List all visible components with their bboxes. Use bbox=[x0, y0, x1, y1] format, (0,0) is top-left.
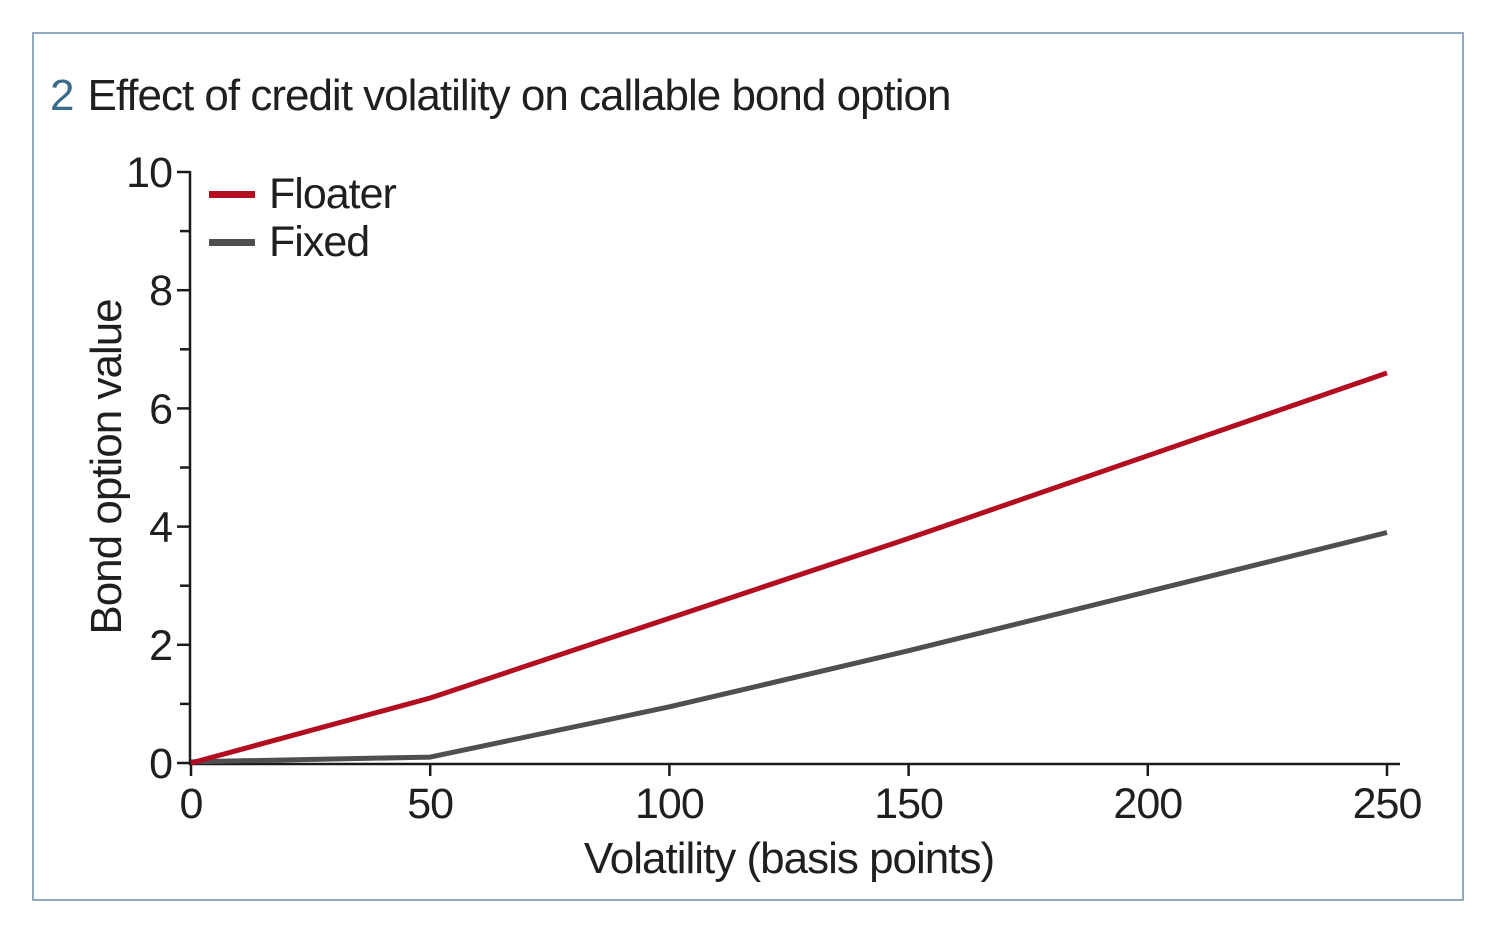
series-line-floater bbox=[190, 370, 1388, 766]
series-line-fixed bbox=[190, 530, 1388, 765]
y-tick-label: 2 bbox=[149, 622, 172, 670]
y-tick-label: 4 bbox=[149, 504, 172, 552]
x-tick-label: 50 bbox=[407, 780, 453, 828]
y-tick-label: 8 bbox=[149, 267, 172, 315]
y-tick-label: 6 bbox=[149, 385, 172, 433]
legend-item-floater: Floater bbox=[209, 170, 397, 218]
legend-swatch-floater bbox=[209, 190, 255, 198]
x-axis-title: Volatility (basis points) bbox=[584, 834, 994, 883]
legend-item-fixed: Fixed bbox=[209, 218, 396, 266]
legend: Floater Fixed bbox=[209, 170, 397, 266]
x-tick-label: 250 bbox=[1353, 780, 1422, 828]
x-tick-label: 0 bbox=[180, 780, 203, 828]
figure-number: 2 bbox=[50, 71, 75, 120]
y-axis-title: Bond option value bbox=[82, 299, 131, 634]
x-tick-label: 200 bbox=[1113, 780, 1182, 828]
figure-title-text: Effect of credit volatility on callable … bbox=[87, 71, 951, 120]
y-tick-label: 10 bbox=[126, 149, 172, 197]
figure-title: 2 Effect of credit volatility on callable… bbox=[50, 71, 951, 120]
x-tick-label: 150 bbox=[874, 780, 943, 828]
figure-frame bbox=[32, 32, 1464, 901]
y-tick-label: 0 bbox=[149, 740, 172, 788]
x-tick-label: 100 bbox=[635, 780, 704, 828]
legend-label: Fixed bbox=[269, 218, 370, 266]
legend-swatch-fixed bbox=[209, 238, 255, 246]
legend-label: Floater bbox=[269, 170, 397, 218]
